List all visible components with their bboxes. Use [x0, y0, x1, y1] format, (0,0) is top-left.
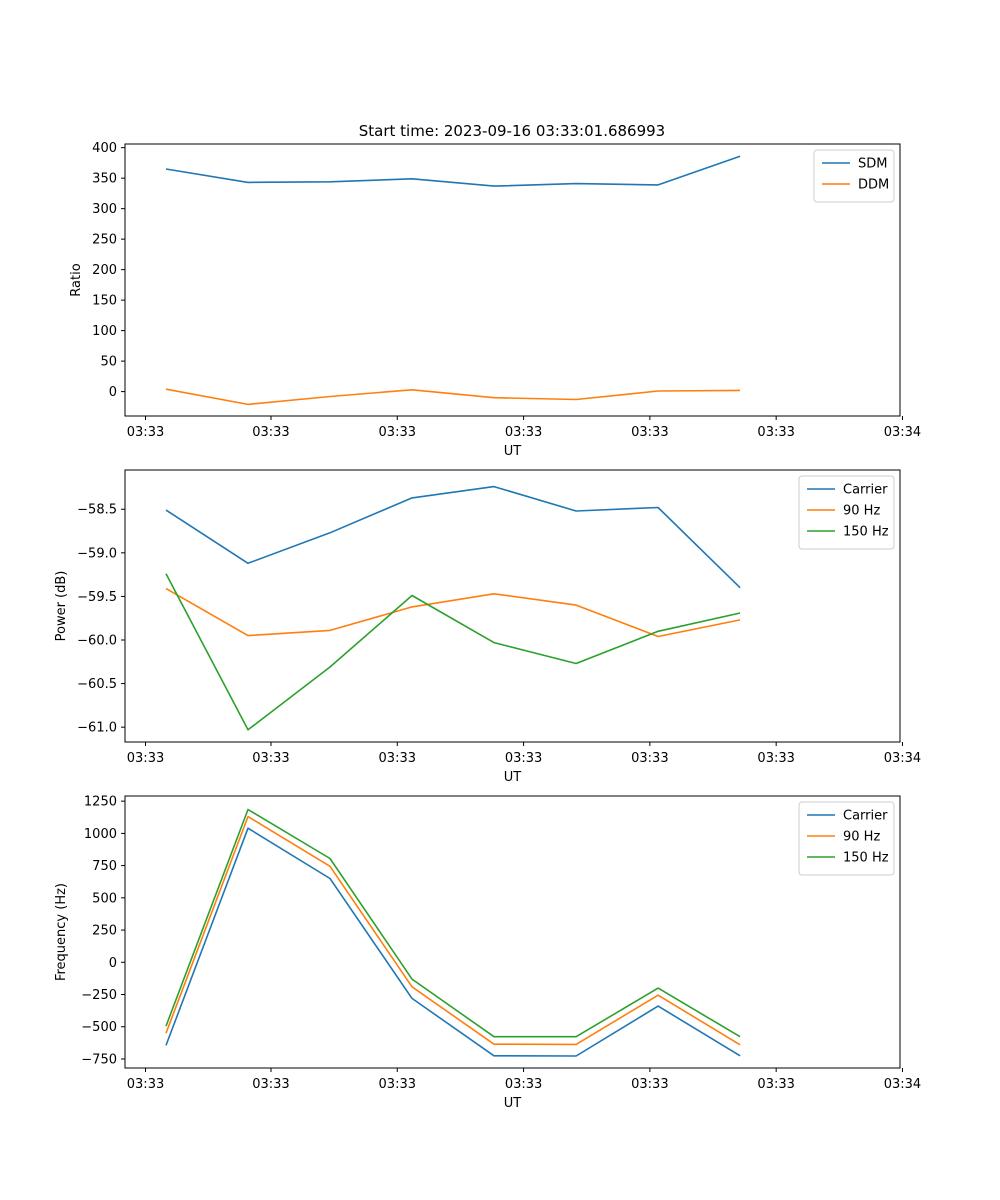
series-line-ddm	[165, 388, 741, 406]
y-tick-label: −750	[81, 1052, 117, 1067]
x-tick-label: 03:33	[127, 1077, 164, 1092]
x-tick-label: 03:33	[505, 751, 542, 766]
legend: SDM DDM	[813, 149, 895, 203]
y-axis-label: Power (dB)	[54, 571, 69, 642]
x-tick-label: 03:33	[379, 1077, 416, 1092]
y-tick-label: 750	[92, 859, 117, 874]
x-tick-label: 03:33	[252, 425, 289, 440]
legend-entry-carrier: Carrier	[843, 483, 888, 498]
y-tick-label: 300	[92, 202, 117, 217]
x-tick-label: 03:33	[757, 425, 794, 440]
legend-entry-150-hz: 150 Hz	[843, 525, 889, 540]
series-line-sdm	[165, 155, 741, 187]
chart-panel-1: 03:33 03:33 03:33 03:33 03:33 03:33 03:34 0 50 10…	[69, 141, 921, 459]
y-tick-label: 350	[92, 172, 117, 187]
legend: Carrier 90 Hz 150 Hz	[798, 475, 895, 550]
x-tick-label: 03:34	[884, 1077, 921, 1092]
y-axis-label: Frequency (Hz)	[54, 883, 69, 981]
series-line-carrier	[165, 485, 741, 589]
y-tick-label: −250	[81, 988, 117, 1003]
x-tick-label: 03:33	[757, 751, 794, 766]
legend-entry-ddm: DDM	[858, 178, 889, 193]
y-tick-label: 1000	[84, 827, 117, 842]
y-tick-label: 1250	[84, 795, 117, 810]
y-tick-label: −59.5	[77, 590, 117, 605]
chart-panels: 03:33 03:33 03:33 03:33 03:33 03:33 03:34 0 50 10…	[54, 141, 921, 1111]
y-tick-label: 500	[92, 891, 117, 906]
axes-frame	[124, 795, 901, 1069]
chart-panel-2: 03:33 03:33 03:33 03:33 03:33 03:33 03:34 −61.0…	[54, 469, 921, 785]
y-tick-label: −60.0	[77, 634, 117, 649]
y-tick-label: 250	[92, 924, 117, 939]
series-line-carrier	[165, 827, 741, 1057]
y-tick-label: −60.5	[77, 677, 117, 692]
y-tick-label: 50	[100, 355, 117, 370]
series-line-150-hz	[165, 808, 741, 1038]
x-tick-label: 03:33	[757, 1077, 794, 1092]
series-line-150-hz	[165, 573, 741, 731]
x-axis-label: UT	[504, 770, 522, 785]
series-line-90-hz	[165, 587, 741, 638]
x-tick-label: 03:33	[631, 751, 668, 766]
legend-entry-sdm: SDM	[858, 157, 887, 172]
legend-entry-carrier: Carrier	[843, 809, 888, 824]
y-tick-label: −500	[81, 1020, 117, 1035]
legend-entry-150-hz: 150 Hz	[843, 851, 889, 866]
x-tick-label: 03:33	[505, 425, 542, 440]
axes-frame	[124, 143, 901, 417]
y-tick-label: 200	[92, 263, 117, 278]
y-tick-label: 400	[92, 141, 117, 156]
y-tick-label: −61.0	[77, 721, 117, 736]
x-tick-label: 03:33	[127, 425, 164, 440]
y-tick-label: −59.0	[77, 546, 117, 561]
x-tick-label: 03:33	[379, 751, 416, 766]
x-tick-label: 03:33	[631, 1077, 668, 1092]
x-tick-label: 03:33	[252, 1077, 289, 1092]
x-axis-label: UT	[504, 1096, 522, 1111]
legend: Carrier 90 Hz 150 Hz	[798, 801, 895, 876]
x-tick-label: 03:33	[631, 425, 668, 440]
y-tick-label: 100	[92, 324, 117, 339]
y-tick-label: 0	[109, 385, 117, 400]
legend-entry-90-hz: 90 Hz	[843, 504, 880, 519]
x-tick-label: 03:33	[505, 1077, 542, 1092]
chart-panel-3: 03:33 03:33 03:33 03:33 03:33 03:33 03:34 −750 −…	[54, 795, 921, 1111]
y-tick-label: 0	[109, 956, 117, 971]
axes-frame	[124, 469, 901, 743]
legend-entry-90-hz: 90 Hz	[843, 830, 880, 845]
y-tick-label: 150	[92, 294, 117, 309]
y-tick-label: −58.5	[77, 503, 117, 518]
y-axis-label: Ratio	[69, 263, 84, 296]
x-tick-label: 03:34	[884, 425, 921, 440]
figure-title: Start time: 2023-09-16 03:33:01.686993	[359, 122, 665, 140]
x-tick-label: 03:34	[884, 751, 921, 766]
x-axis-label: UT	[504, 444, 522, 459]
x-tick-label: 03:33	[379, 425, 416, 440]
y-tick-label: 250	[92, 233, 117, 248]
x-tick-label: 03:33	[127, 751, 164, 766]
series-line-90-hz	[165, 815, 741, 1046]
x-tick-label: 03:33	[252, 751, 289, 766]
